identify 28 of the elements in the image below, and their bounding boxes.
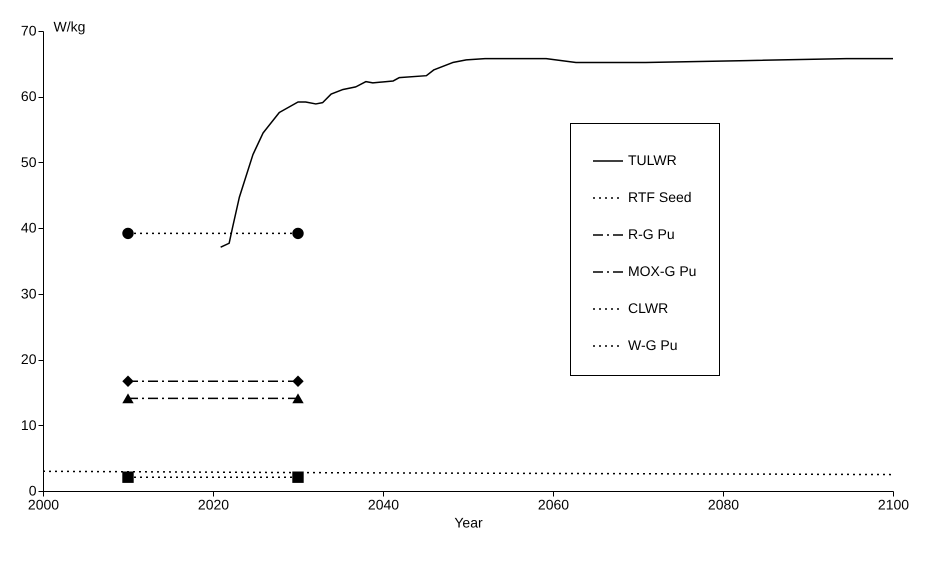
x-tick-label: 2040	[368, 496, 400, 512]
legend-label: MOX-G Pu	[628, 263, 696, 279]
legend-label: RTF Seed	[628, 189, 692, 205]
x-tick-label: 2060	[538, 496, 570, 512]
x-axis-title: Year	[454, 514, 483, 530]
legend-label: TULWR	[628, 152, 677, 168]
point	[292, 228, 304, 240]
y-tick-label: 30	[20, 285, 37, 302]
y-tick-label: 0	[28, 482, 37, 498]
y-tick-label: 10	[20, 416, 37, 433]
y-tick-label: 20	[20, 351, 37, 368]
x-tick-label: 2020	[198, 496, 230, 512]
x-tick-label: 2000	[28, 496, 60, 512]
y-tick-label: 50	[20, 154, 37, 170]
legend-label: CLWR	[628, 300, 668, 316]
point	[122, 228, 134, 240]
y-tick-label: 60	[20, 88, 37, 104]
legend-label: W-G Pu	[628, 337, 678, 353]
x-tick-label: 2100	[878, 496, 910, 512]
x-tick-label: 2080	[708, 496, 740, 512]
y-tick-label: 40	[20, 220, 37, 236]
point	[292, 472, 304, 483]
y-tick-label: 70	[20, 22, 37, 38]
point	[122, 376, 134, 387]
point	[122, 472, 134, 483]
legend-label: R-G Pu	[628, 226, 675, 242]
point	[292, 376, 304, 387]
y-axis-title: W/kg	[54, 18, 86, 34]
